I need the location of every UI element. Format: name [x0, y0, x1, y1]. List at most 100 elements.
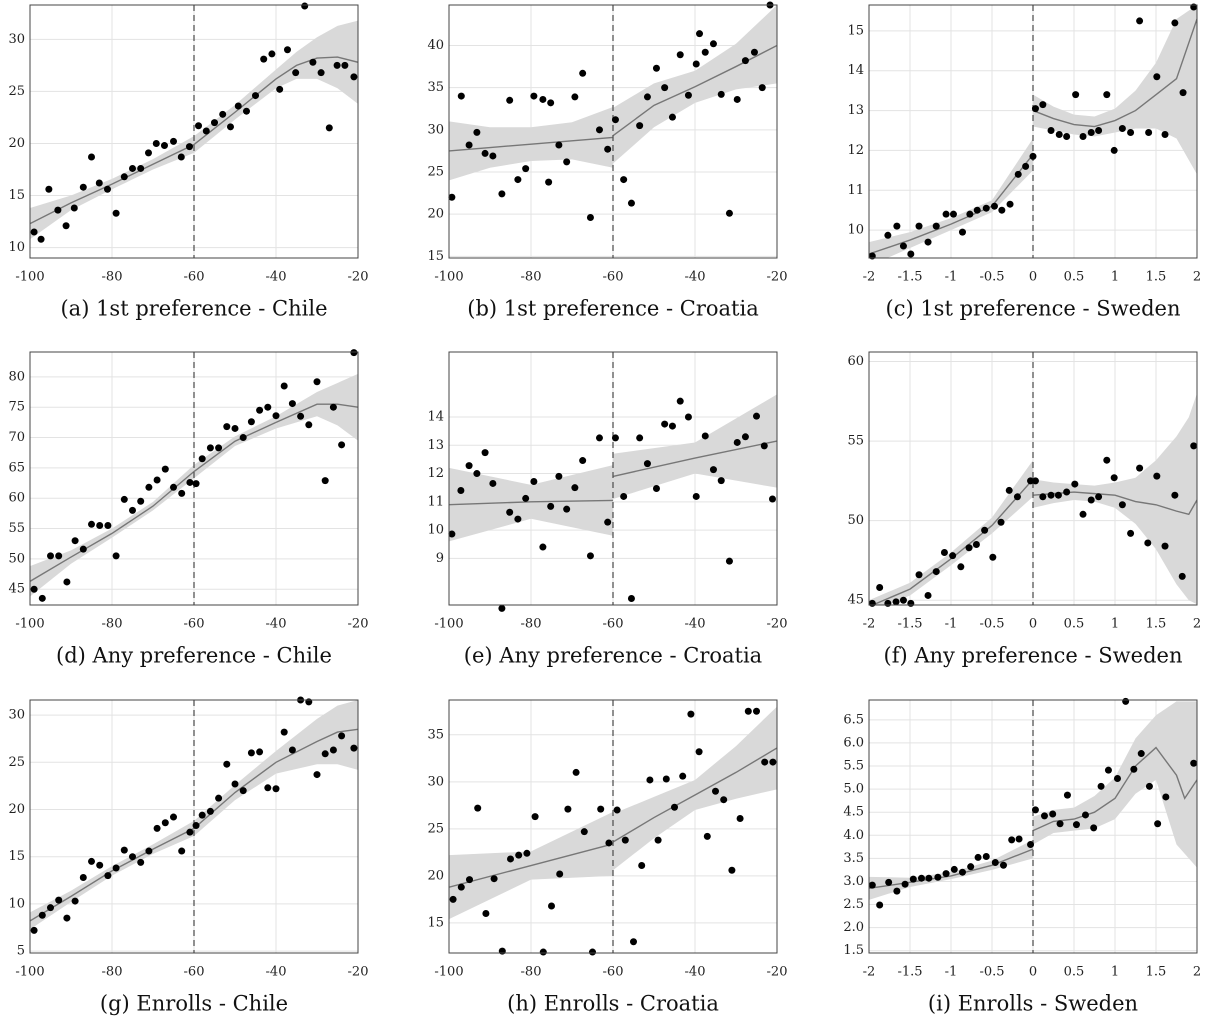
data-point: [198, 811, 206, 819]
data-point: [769, 758, 777, 766]
panel: -2 -1.5 -1 -0.5 0 0.5 1 1.5 2 10 11 12 13 14 15 (c) 1st…: [847, 3, 1201, 321]
plot-content: [30, 373, 358, 597]
data-point: [990, 202, 998, 210]
data-point: [313, 771, 321, 779]
y-tick-label: 1.5: [843, 943, 864, 958]
fit-line: [612, 440, 777, 478]
data-point: [219, 110, 227, 118]
data-point: [967, 863, 975, 871]
data-point: [695, 748, 703, 756]
x-tick-label: -60: [603, 965, 624, 980]
y-tick-label: 5: [17, 944, 25, 959]
y-tick-label: 60: [847, 354, 864, 369]
data-point: [247, 418, 255, 426]
data-point: [893, 887, 901, 895]
panel: -2 -1.5 -1 -0.5 0 0.5 1 1.5 2 45 50 55 60 (f) Any pre…: [847, 351, 1201, 668]
data-point: [1049, 810, 1057, 818]
data-point: [329, 746, 337, 754]
data-point: [30, 228, 38, 236]
plot-content: [449, 5, 777, 181]
data-point: [571, 484, 579, 492]
data-point: [1072, 821, 1080, 829]
data-point: [646, 776, 654, 784]
data-point: [195, 122, 203, 130]
x-tick-label: -0.5: [979, 965, 1004, 980]
x-tick-label: -1.5: [897, 270, 922, 285]
x-tick-label: -80: [102, 270, 123, 285]
data-point: [750, 48, 758, 56]
data-point: [186, 478, 194, 486]
data-point: [192, 822, 200, 830]
data-point: [744, 707, 752, 715]
data-point: [288, 746, 296, 754]
data-point: [30, 585, 38, 593]
data-point: [989, 553, 997, 561]
data-point: [321, 750, 329, 758]
data-point: [940, 548, 948, 556]
data-point: [489, 152, 497, 160]
x-tick-label: -60: [603, 270, 624, 285]
data-point: [112, 552, 120, 560]
data-point: [177, 153, 185, 161]
data-point: [899, 596, 907, 604]
data-point: [120, 173, 128, 181]
data-point: [313, 378, 321, 386]
plot-frame: [29, 4, 359, 259]
data-point: [341, 61, 349, 69]
confidence-band: [869, 839, 1033, 900]
data-point: [676, 397, 684, 405]
data-point: [145, 483, 153, 491]
data-point: [170, 137, 177, 145]
y-tick-label: 35: [427, 80, 444, 95]
y-tick-label: 65: [8, 460, 25, 475]
data-point: [71, 537, 79, 545]
data-point: [579, 69, 587, 77]
data-point: [942, 870, 950, 878]
x-tick-label: -40: [685, 965, 706, 980]
data-point: [1161, 130, 1169, 138]
data-point: [586, 214, 594, 222]
data-point: [997, 518, 1005, 526]
y-tick-label: 11: [847, 183, 864, 198]
x-tick-label: -2: [863, 270, 876, 285]
data-point: [55, 552, 63, 560]
y-tick-label: 35: [427, 727, 444, 742]
y-tick-label: 3.5: [843, 851, 864, 866]
y-tick-label: 15: [427, 915, 444, 930]
y-tick-label: 14: [427, 410, 444, 425]
x-tick-label: -60: [184, 965, 205, 980]
y-tick-label: 45: [847, 593, 864, 608]
data-point: [178, 489, 186, 497]
data-point: [95, 179, 103, 187]
data-point: [515, 851, 523, 859]
data-point: [1144, 539, 1152, 547]
y-tick-label: 14: [847, 63, 864, 78]
confidence-band: [30, 373, 358, 597]
data-point: [226, 123, 234, 131]
data-point: [1072, 91, 1080, 99]
data-point: [178, 847, 186, 855]
plot-frame: [868, 351, 1198, 606]
data-point: [1027, 477, 1035, 485]
data-point: [153, 824, 161, 832]
data-point: [545, 178, 553, 186]
fit-line: [612, 44, 777, 137]
data-point: [924, 238, 932, 246]
x-tick-label: -1: [945, 617, 958, 632]
data-point: [1031, 806, 1039, 814]
fit-line: [30, 403, 358, 582]
panel: -100 -80 -60 -40 -20 15 20 25 30 35 40 (b) 1st pref…: [427, 1, 787, 321]
data-point: [679, 772, 687, 780]
plot-frame: [448, 351, 778, 606]
y-tick-label: 30: [8, 32, 25, 47]
data-point: [120, 495, 128, 503]
y-tick-label: 40: [427, 38, 444, 53]
data-point: [242, 107, 250, 115]
x-tick-label: 0.5: [1064, 617, 1085, 632]
y-tick-label: 80: [8, 369, 25, 384]
data-point: [907, 599, 915, 607]
x-tick-label: -20: [767, 617, 788, 632]
data-point: [338, 732, 346, 740]
x-tick-label: 1.5: [1146, 270, 1167, 285]
data-point: [104, 872, 112, 880]
